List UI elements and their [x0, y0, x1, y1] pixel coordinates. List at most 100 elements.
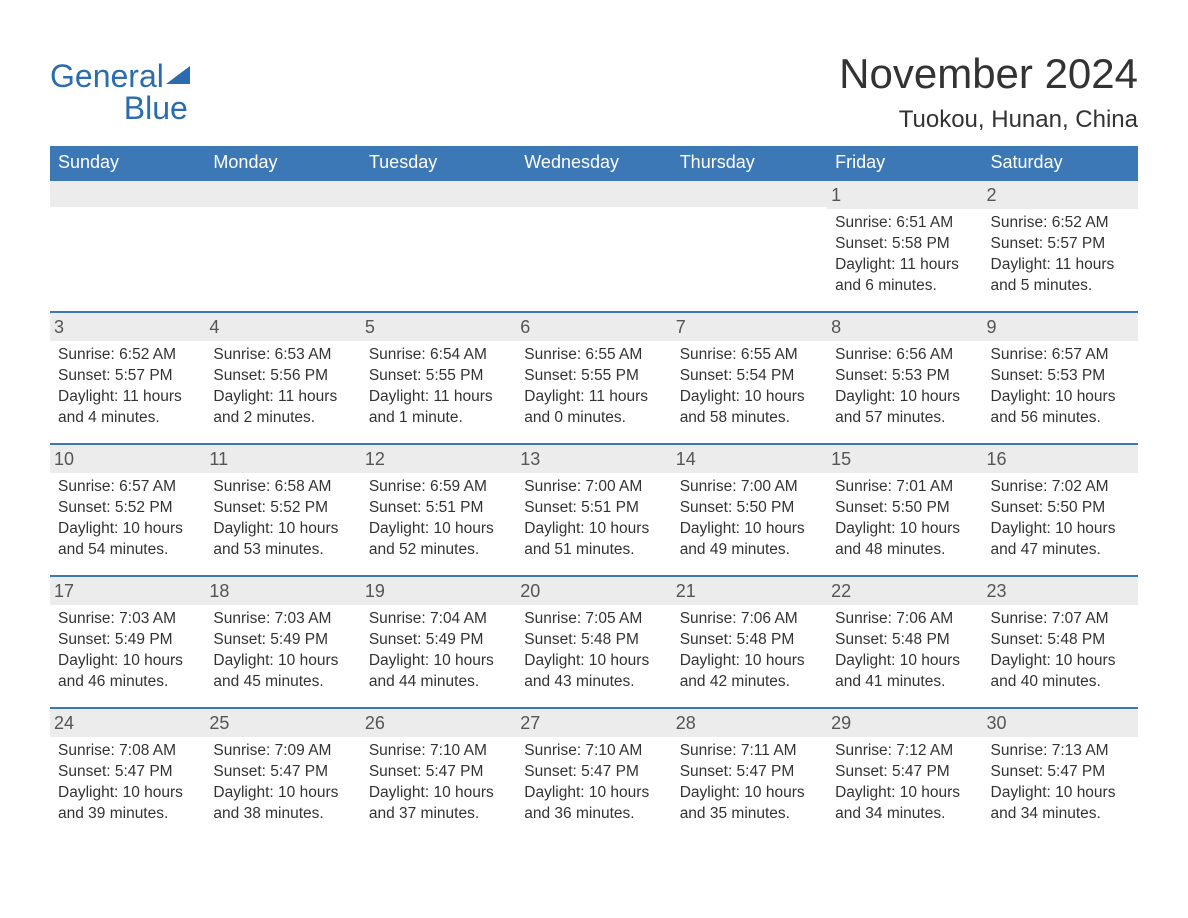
sunset-text: Sunset: 5:57 PM	[58, 366, 197, 387]
daylight-text: Daylight: 10 hours and 34 minutes.	[835, 783, 974, 825]
day-cell: 4Sunrise: 6:53 AMSunset: 5:56 PMDaylight…	[205, 313, 360, 443]
day-cell: 9Sunrise: 6:57 AMSunset: 5:53 PMDaylight…	[983, 313, 1138, 443]
day-cell: 6Sunrise: 6:55 AMSunset: 5:55 PMDaylight…	[516, 313, 671, 443]
day-cell: 23 Sunrise: 7:07 AMSunset: 5:48 PMDayligh…	[983, 577, 1138, 707]
sunset-text: Sunset: 5:47 PM	[58, 762, 197, 783]
sunrise-text: Sunrise: 7:01 AM	[835, 477, 974, 498]
day-number: 1	[827, 181, 982, 209]
brand-name-line1: General	[50, 60, 164, 92]
sunset-text: Sunset: 5:53 PM	[991, 366, 1130, 387]
sunset-text: Sunset: 5:55 PM	[524, 366, 663, 387]
day-cell: 10Sunrise: 6:57 AMSunset: 5:52 PMDayligh…	[50, 445, 205, 575]
day-details: Sunrise: 7:11 AMSunset: 5:47 PMDaylight:…	[678, 741, 821, 825]
sunrise-text: Sunrise: 6:53 AM	[213, 345, 352, 366]
day-cell: 21Sunrise: 7:06 AMSunset: 5:48 PMDayligh…	[672, 577, 827, 707]
daylight-text: Daylight: 11 hours and 2 minutes.	[213, 387, 352, 429]
daylight-text: Daylight: 10 hours and 57 minutes.	[835, 387, 974, 429]
day-number: 13	[516, 445, 671, 473]
sunrise-text: Sunrise: 6:52 AM	[58, 345, 197, 366]
day-cell: 24Sunrise: 7:08 AMSunset: 5:47 PMDayligh…	[50, 709, 205, 839]
sunrise-text: Sunrise: 7:11 AM	[680, 741, 819, 762]
sunrise-text: Sunrise: 7:06 AM	[835, 609, 974, 630]
daylight-text: Daylight: 10 hours and 40 minutes.	[991, 651, 1130, 693]
day-details: Sunrise: 6:56 AMSunset: 5:53 PMDaylight:…	[833, 345, 976, 429]
sunrise-text: Sunrise: 7:12 AM	[835, 741, 974, 762]
day-number: 9	[983, 313, 1138, 341]
sunset-text: Sunset: 5:57 PM	[991, 234, 1130, 255]
sunrise-text: Sunrise: 6:54 AM	[369, 345, 508, 366]
day-cell: 1Sunrise: 6:51 AMSunset: 5:58 PMDaylight…	[827, 181, 982, 311]
empty-day-bar	[516, 181, 671, 207]
day-details: Sunrise: 7:07 AMSunset: 5:48 PMDaylight:…	[989, 609, 1132, 693]
sunset-text: Sunset: 5:54 PM	[680, 366, 819, 387]
day-details: Sunrise: 6:55 AMSunset: 5:54 PMDaylight:…	[678, 345, 821, 429]
week-row: 17Sunrise: 7:03 AMSunset: 5:49 PMDayligh…	[50, 575, 1138, 707]
weekday-header: Saturday	[983, 146, 1138, 179]
sunset-text: Sunset: 5:52 PM	[58, 498, 197, 519]
day-number: 14	[672, 445, 827, 473]
sunrise-text: Sunrise: 6:51 AM	[835, 213, 974, 234]
sunset-text: Sunset: 5:53 PM	[835, 366, 974, 387]
daylight-text: Daylight: 10 hours and 41 minutes.	[835, 651, 974, 693]
week-row: 1Sunrise: 6:51 AMSunset: 5:58 PMDaylight…	[50, 179, 1138, 311]
daylight-text: Daylight: 10 hours and 34 minutes.	[991, 783, 1130, 825]
day-number: 23	[983, 577, 1138, 605]
day-cell: 5Sunrise: 6:54 AMSunset: 5:55 PMDaylight…	[361, 313, 516, 443]
day-details: Sunrise: 7:13 AMSunset: 5:47 PMDaylight:…	[989, 741, 1132, 825]
sunset-text: Sunset: 5:47 PM	[524, 762, 663, 783]
sunrise-text: Sunrise: 7:04 AM	[369, 609, 508, 630]
daylight-text: Daylight: 10 hours and 37 minutes.	[369, 783, 508, 825]
daylight-text: Daylight: 10 hours and 58 minutes.	[680, 387, 819, 429]
sunrise-text: Sunrise: 6:56 AM	[835, 345, 974, 366]
day-cell	[205, 181, 360, 311]
daylight-text: Daylight: 10 hours and 48 minutes.	[835, 519, 974, 561]
sunset-text: Sunset: 5:50 PM	[680, 498, 819, 519]
daylight-text: Daylight: 11 hours and 5 minutes.	[991, 255, 1130, 297]
day-cell: 30Sunrise: 7:13 AMSunset: 5:47 PMDayligh…	[983, 709, 1138, 839]
brand-logo: General Blue	[50, 60, 190, 124]
day-details: Sunrise: 7:00 AMSunset: 5:51 PMDaylight:…	[522, 477, 665, 561]
day-details: Sunrise: 6:52 AMSunset: 5:57 PMDaylight:…	[56, 345, 199, 429]
sunrise-text: Sunrise: 7:06 AM	[680, 609, 819, 630]
weekday-header: Wednesday	[516, 146, 671, 179]
sunrise-text: Sunrise: 7:03 AM	[58, 609, 197, 630]
day-number: 15	[827, 445, 982, 473]
day-cell: 29Sunrise: 7:12 AMSunset: 5:47 PMDayligh…	[827, 709, 982, 839]
sunrise-text: Sunrise: 7:10 AM	[524, 741, 663, 762]
daylight-text: Daylight: 10 hours and 38 minutes.	[213, 783, 352, 825]
sunset-text: Sunset: 5:48 PM	[680, 630, 819, 651]
day-details: Sunrise: 7:00 AMSunset: 5:50 PMDaylight:…	[678, 477, 821, 561]
day-details: Sunrise: 7:03 AMSunset: 5:49 PMDaylight:…	[211, 609, 354, 693]
day-details: Sunrise: 6:55 AMSunset: 5:55 PMDaylight:…	[522, 345, 665, 429]
day-number: 24	[50, 709, 205, 737]
day-number: 26	[361, 709, 516, 737]
day-cell: 22Sunrise: 7:06 AMSunset: 5:48 PMDayligh…	[827, 577, 982, 707]
day-details: Sunrise: 6:53 AMSunset: 5:56 PMDaylight:…	[211, 345, 354, 429]
day-number: 27	[516, 709, 671, 737]
sunset-text: Sunset: 5:47 PM	[835, 762, 974, 783]
daylight-text: Daylight: 10 hours and 52 minutes.	[369, 519, 508, 561]
day-details: Sunrise: 7:10 AMSunset: 5:47 PMDaylight:…	[367, 741, 510, 825]
sunrise-text: Sunrise: 6:59 AM	[369, 477, 508, 498]
day-cell: 3Sunrise: 6:52 AMSunset: 5:57 PMDaylight…	[50, 313, 205, 443]
day-number: 12	[361, 445, 516, 473]
day-cell: 16Sunrise: 7:02 AMSunset: 5:50 PMDayligh…	[983, 445, 1138, 575]
sunrise-text: Sunrise: 6:58 AM	[213, 477, 352, 498]
daylight-text: Daylight: 10 hours and 36 minutes.	[524, 783, 663, 825]
daylight-text: Daylight: 10 hours and 53 minutes.	[213, 519, 352, 561]
day-details: Sunrise: 6:58 AMSunset: 5:52 PMDaylight:…	[211, 477, 354, 561]
sunrise-text: Sunrise: 7:07 AM	[991, 609, 1130, 630]
day-details: Sunrise: 7:05 AMSunset: 5:48 PMDaylight:…	[522, 609, 665, 693]
day-number: 7	[672, 313, 827, 341]
day-cell: 18 Sunrise: 7:03 AMSunset: 5:49 PMDayligh…	[205, 577, 360, 707]
daylight-text: Daylight: 10 hours and 49 minutes.	[680, 519, 819, 561]
brand-name-line2: Blue	[50, 92, 190, 124]
sunset-text: Sunset: 5:49 PM	[213, 630, 352, 651]
day-number: 25	[205, 709, 360, 737]
sunset-text: Sunset: 5:48 PM	[835, 630, 974, 651]
empty-day-bar	[361, 181, 516, 207]
daylight-text: Daylight: 10 hours and 54 minutes.	[58, 519, 197, 561]
sunrise-text: Sunrise: 7:00 AM	[524, 477, 663, 498]
day-details: Sunrise: 7:03 AMSunset: 5:49 PMDaylight:…	[56, 609, 199, 693]
day-number: 18	[205, 577, 360, 605]
